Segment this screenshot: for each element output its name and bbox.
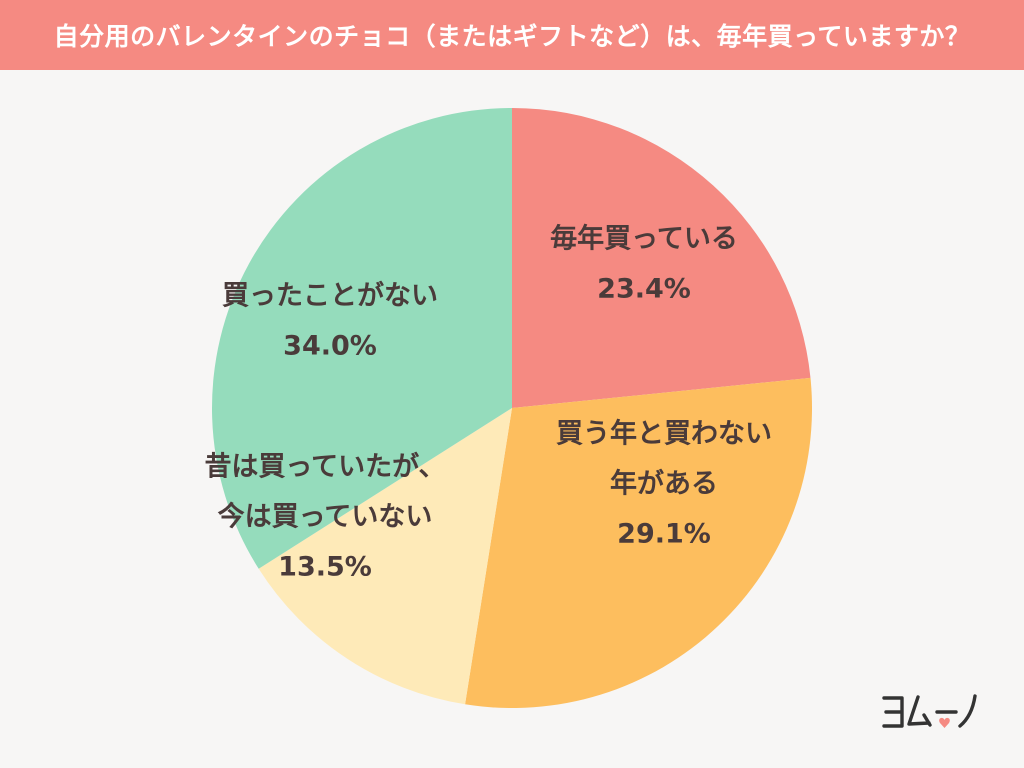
slice-label: 毎年買っている [550, 223, 738, 255]
slice-label: 今は買っていない [218, 501, 433, 533]
slice-percentage: 13.5% [278, 552, 372, 583]
slice-never-bought [211, 108, 512, 569]
slice-percentage: 34.0% [283, 331, 377, 362]
title-bar: 自分用のバレンタインのチョコ（またはギフトなど）は、毎年買っていますか？ [0, 0, 1024, 70]
slice-label: 年がある [610, 468, 718, 500]
slice-label: 買う年と買わない [556, 418, 772, 450]
slice-percentage: 29.1% [617, 519, 711, 550]
slice-every-year [512, 108, 811, 408]
heart-icon [939, 717, 950, 728]
chart-title: 自分用のバレンタインのチョコ（またはギフトなど）は、毎年買っていますか？ [53, 22, 971, 51]
slice-used-to-buy [258, 408, 512, 705]
slice-label: 買ったことがない [222, 280, 438, 312]
slice-percentage: 23.4% [597, 274, 691, 305]
slice-label: 昔は買っていたが、 [204, 451, 445, 483]
brand-logo [882, 694, 977, 728]
slice-some-years [465, 377, 813, 709]
